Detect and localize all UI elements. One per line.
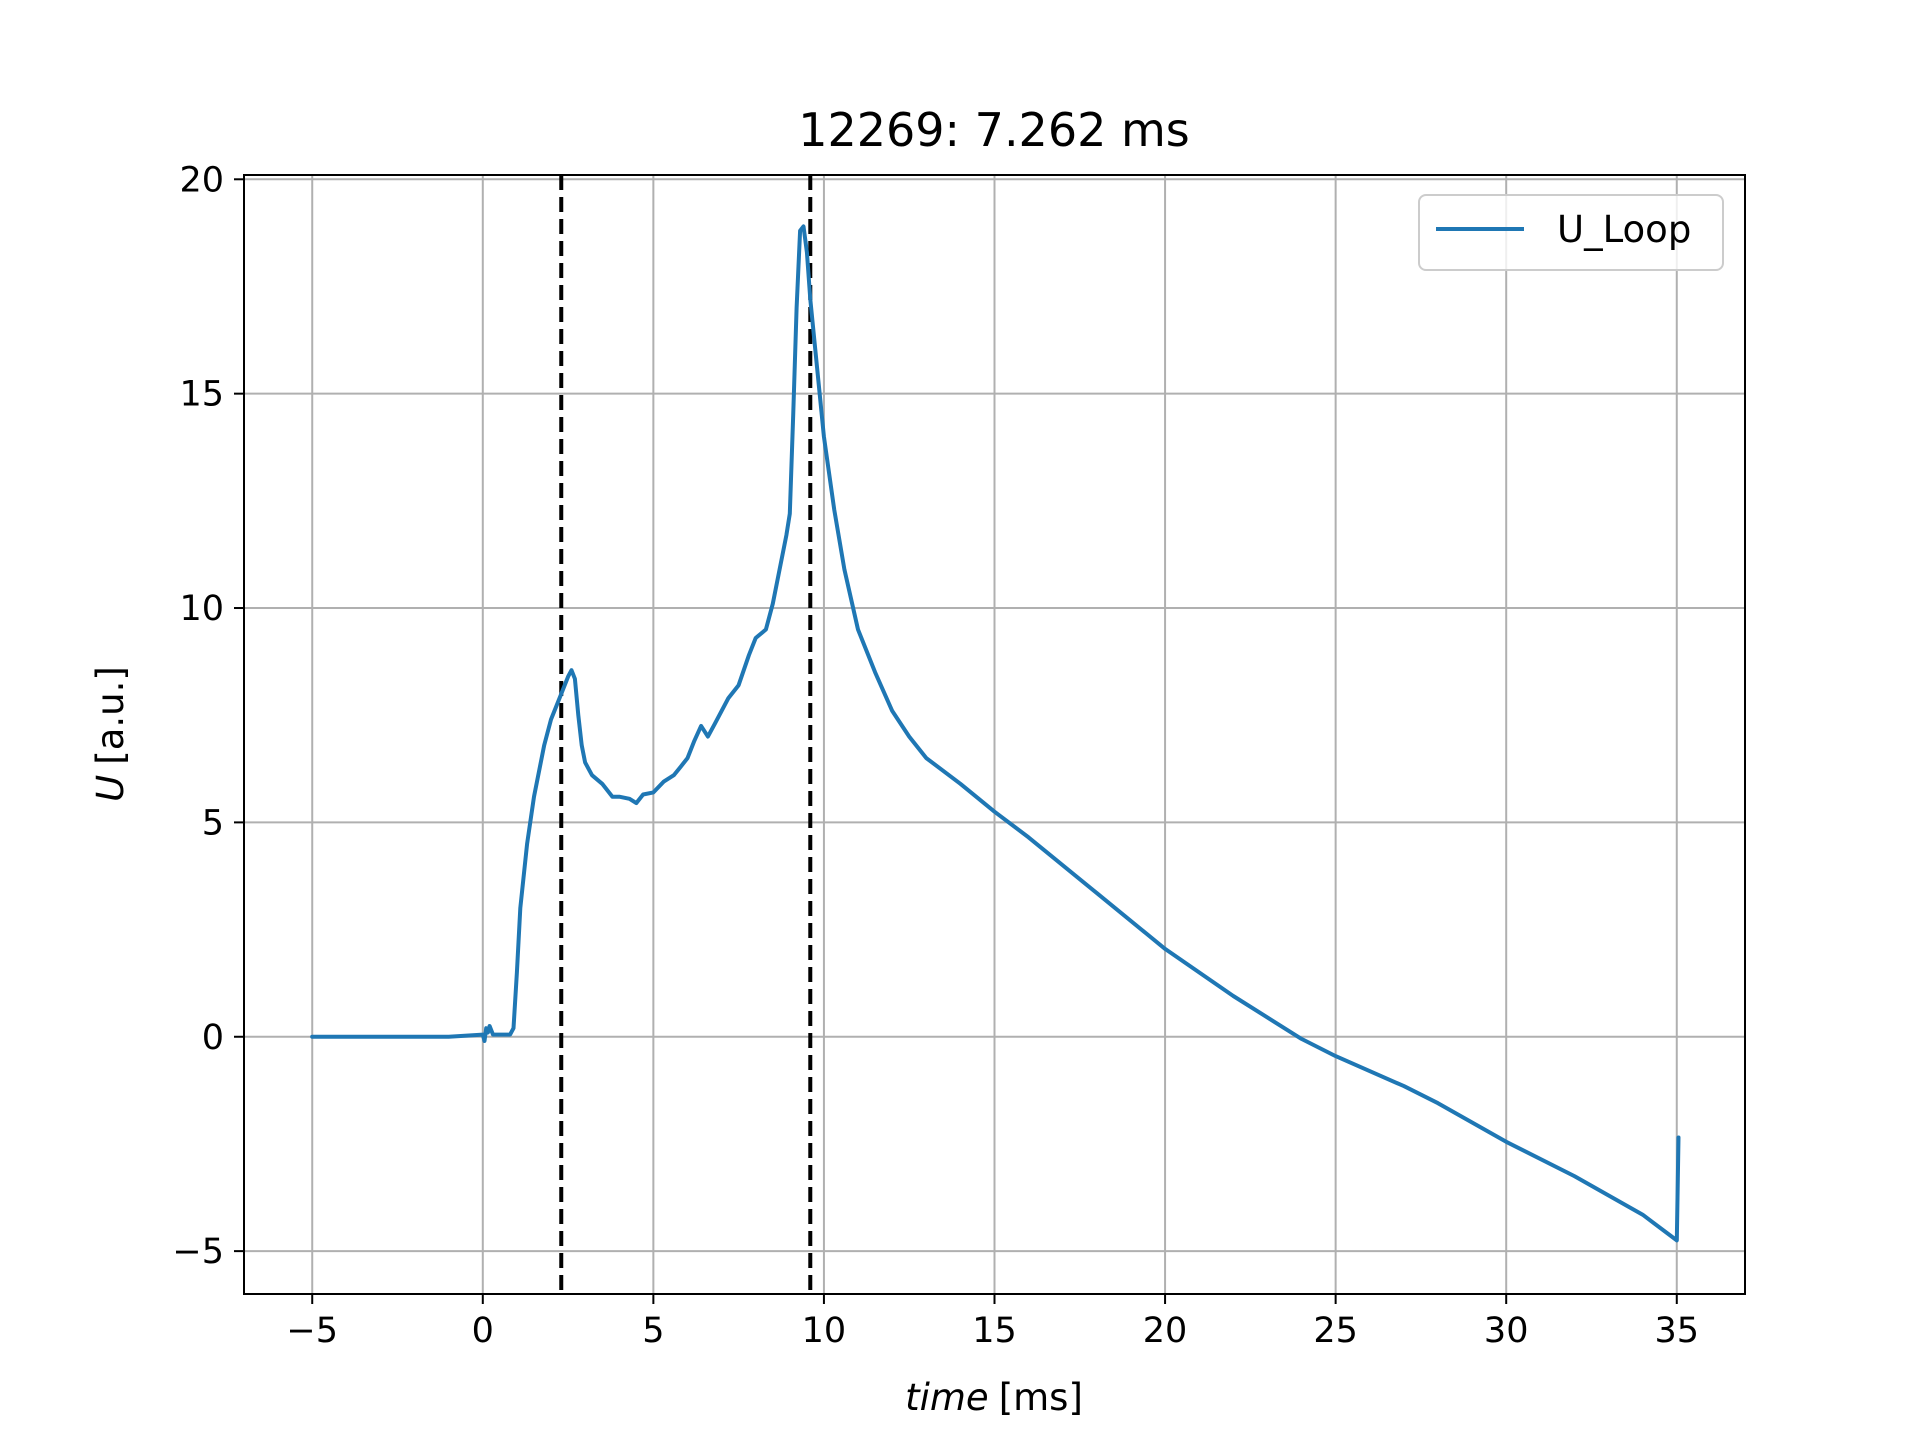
- x-tick-label: 10: [802, 1311, 847, 1351]
- x-axis-label-unit: [ms]: [999, 1376, 1083, 1419]
- x-tick-label: 15: [972, 1311, 1017, 1351]
- legend-box: [1418, 194, 1724, 271]
- x-tick-label: −5: [286, 1311, 338, 1351]
- y-tick-label: −5: [172, 1232, 224, 1272]
- x-axis-label: time [ms]: [905, 1376, 1083, 1419]
- x-tick-label: 5: [642, 1311, 664, 1351]
- grid: [244, 175, 1745, 1294]
- y-axis-label: U [a.u.]: [89, 666, 132, 802]
- legend: U_Loop: [1418, 194, 1724, 271]
- chart-title: 12269: 7.262 ms: [798, 103, 1190, 157]
- x-tick-label: 20: [1143, 1311, 1188, 1351]
- y-axis-label-var: U: [89, 775, 132, 802]
- y-tick-label: 10: [179, 589, 224, 629]
- y-tick-label: 20: [179, 160, 224, 200]
- x-tick-label: 25: [1313, 1311, 1358, 1351]
- y-axis-label-unit: [a.u.]: [89, 666, 132, 765]
- legend-label: U_Loop: [1557, 208, 1691, 251]
- x-tick-label: 35: [1654, 1311, 1699, 1351]
- x-axis-label-var: time: [905, 1376, 989, 1419]
- y-tick-label: 5: [202, 803, 224, 843]
- y-axis-ticks: −5 0 5 10 15 20: [172, 160, 244, 1272]
- x-axis-ticks: −5 0 5 10 15 20 25 30 35: [286, 1294, 1699, 1351]
- series-group: [310, 224, 1681, 1243]
- x-tick-label: 30: [1484, 1311, 1529, 1351]
- y-tick-label: 0: [202, 1018, 224, 1058]
- series-line-u-loop: [310, 224, 1681, 1243]
- x-tick-label: 0: [472, 1311, 494, 1351]
- y-tick-label: 15: [179, 375, 224, 415]
- vertical-markers: [559, 175, 813, 1294]
